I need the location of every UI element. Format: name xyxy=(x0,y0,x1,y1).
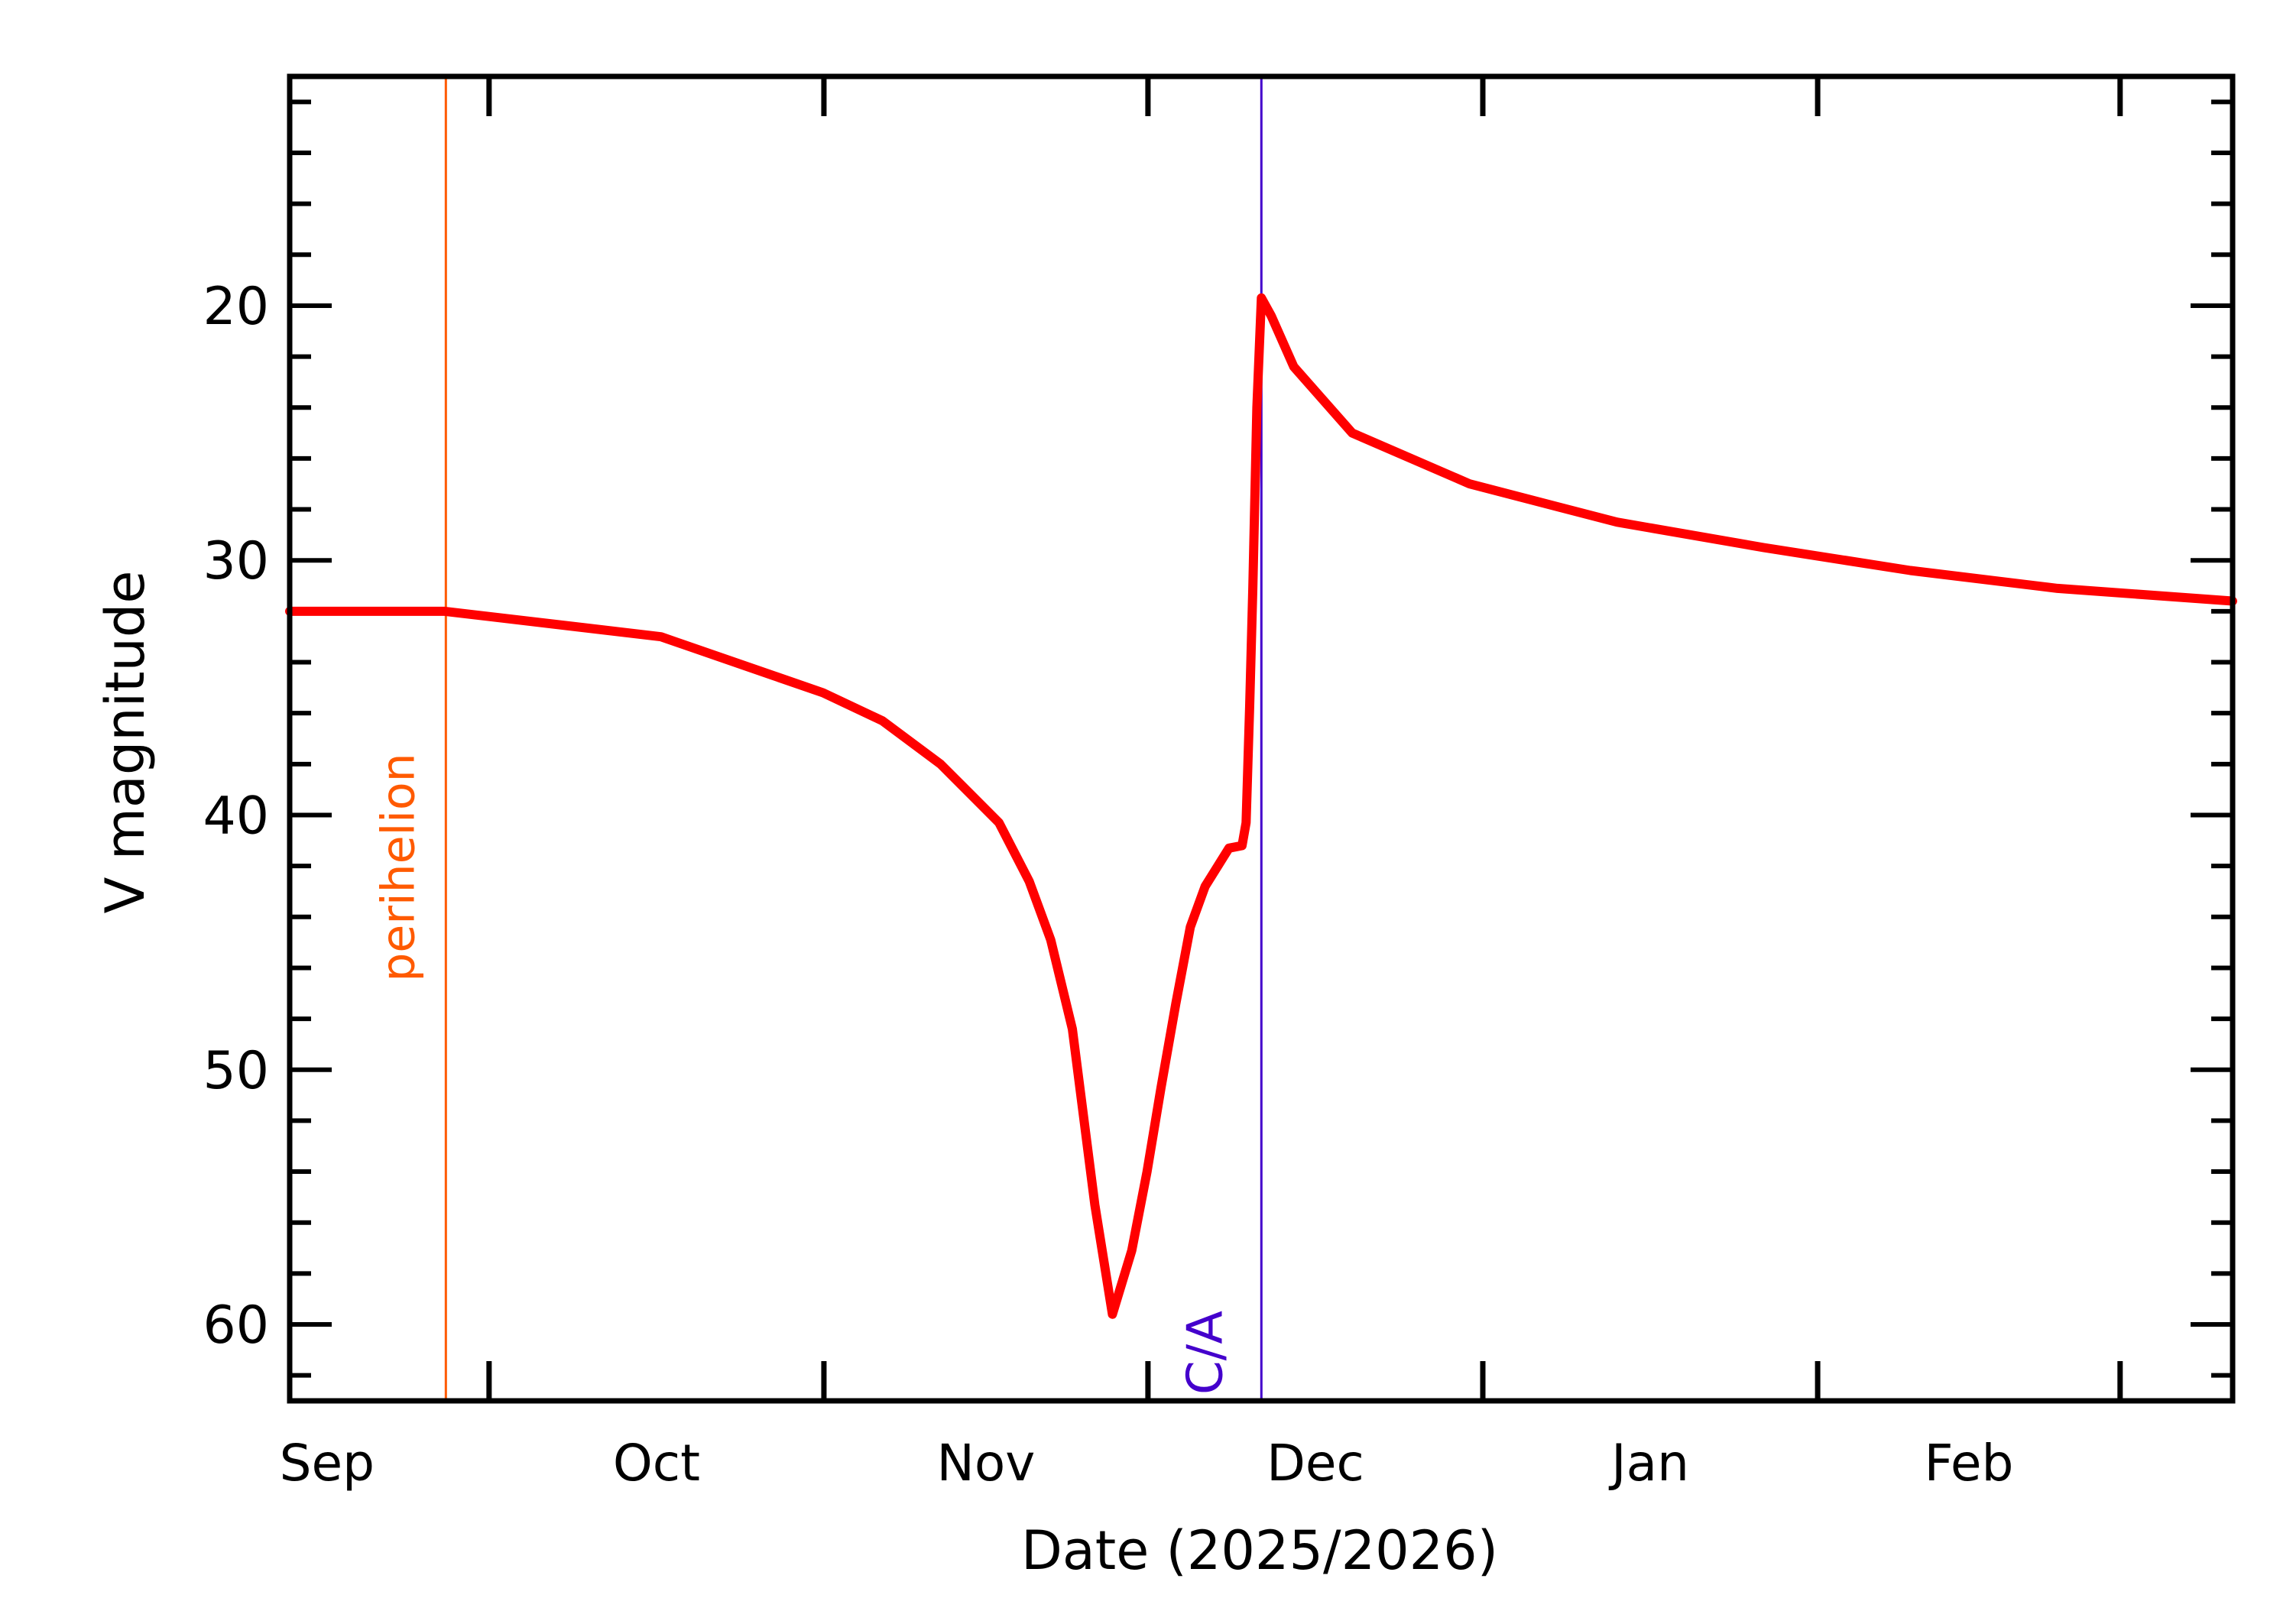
x-tick-label: Oct xyxy=(613,1434,700,1493)
plot-frame xyxy=(287,73,2236,1404)
x-axis-title: Date (2025/2026) xyxy=(1021,1519,1498,1582)
y-axis-title: V magnitude xyxy=(94,571,157,914)
x-tick-label: Jan xyxy=(1608,1434,1689,1493)
x-tick-label: Sep xyxy=(280,1434,375,1493)
y-tick-label: 40 xyxy=(203,786,269,846)
annotation-label: C/A xyxy=(1177,1311,1234,1395)
series-line xyxy=(285,293,2237,1319)
y-tick-label: 60 xyxy=(203,1295,269,1356)
annotations: perihelion C/A xyxy=(371,76,1263,1401)
axis-ticks xyxy=(290,76,2233,1401)
tick-labels: Sep Oct Nov Dec Jan Feb 20 30 40 50 60 xyxy=(203,277,2013,1493)
x-tick-label: Feb xyxy=(1925,1434,2014,1493)
x-tick-label: Dec xyxy=(1267,1434,1364,1493)
annotation-label: perihelion xyxy=(371,753,425,981)
y-tick-label: 20 xyxy=(203,277,269,337)
x-tick-label: Nov xyxy=(937,1434,1036,1493)
y-tick-label: 50 xyxy=(203,1041,269,1101)
y-tick-label: 30 xyxy=(203,531,269,592)
